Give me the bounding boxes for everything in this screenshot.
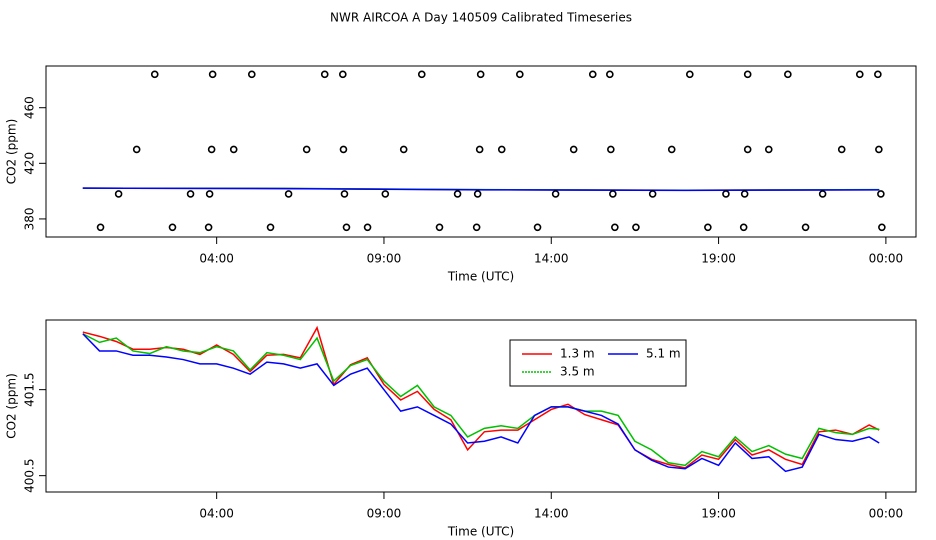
plot-frame [45,65,917,238]
data-point [435,223,444,232]
series-line [82,187,880,192]
data-point [739,223,748,232]
x-tick-label: 14:00 [534,252,569,266]
data-point [801,223,810,232]
data-point [168,223,177,232]
y-tick-label: 400.5 [23,458,37,492]
data-point [320,70,329,79]
y-tick-label: 420 [23,152,37,175]
data-point [302,145,311,154]
y-tick-label: 380 [23,207,37,230]
data-point [205,190,214,198]
y-tick-label: 460 [23,96,37,119]
data-point [743,145,752,154]
series-line [82,325,880,469]
x-tick-label: 00:00 [869,507,904,521]
series-line [82,333,880,467]
data-point [399,145,408,154]
data-point [743,70,752,79]
data-point [204,223,213,232]
data-point [381,190,390,198]
x-tick-label: 04:00 [199,252,234,266]
data-point [208,70,217,79]
data-point [685,70,694,79]
data-point [453,190,462,198]
data-point [96,223,105,232]
x-tick-label: 00:00 [869,252,904,266]
data-point [878,223,886,232]
data-point [611,223,619,232]
data-point [475,145,484,154]
data-point [607,145,615,154]
data-point [114,190,123,198]
data-point [784,70,792,79]
data-point [247,70,256,79]
data-point [551,190,560,198]
data-point [229,145,238,154]
data-point [648,190,657,198]
x-tick-label: 19:00 [701,252,736,266]
x-tick-label: 14:00 [534,507,569,521]
data-point [472,223,481,232]
series-line [82,333,880,473]
data-point [855,70,864,79]
data-point [837,145,846,154]
data-point [473,190,482,198]
legend-label: 1.3 m [560,347,595,361]
data-point [588,70,597,79]
data-point [339,70,347,79]
data-point [609,190,617,198]
data-point [342,223,351,232]
data-point [818,190,827,198]
x-axis-label: Time (UTC) [447,525,514,539]
data-point [516,70,524,79]
data-point [533,223,542,232]
data-point [569,145,578,154]
x-tick-label: 09:00 [367,252,402,266]
legend: 1.3 m 3.5 m 5.1 m [509,339,687,387]
data-point [875,145,883,154]
legend-label: 3.5 m [560,365,595,379]
legend-label: 5.1 m [646,347,681,361]
data-point [740,190,749,198]
data-point [284,190,293,198]
data-point [132,145,141,154]
data-point [340,190,349,198]
data-point [339,145,348,154]
y-axis-label: CO2 (ppm) [5,373,19,439]
data-point [632,223,640,232]
data-point [606,70,614,79]
data-point [266,223,275,232]
x-tick-label: 09:00 [367,507,402,521]
x-axis-label: Time (UTC) [447,270,514,284]
x-tick-label: 04:00 [199,507,234,521]
data-point [150,70,159,79]
data-point [363,223,372,232]
legend-box [509,339,687,387]
chart-title: NWR AIRCOA A Day 140509 Calibrated Times… [330,11,632,25]
x-tick-label: 19:00 [701,507,736,521]
data-point [722,190,730,198]
y-axis-label: CO2 (ppm) [5,119,19,185]
data-point [207,145,216,154]
data-point [667,145,676,154]
data-point [874,70,882,79]
y-tick-label: 401.5 [23,372,37,406]
data-point [186,190,195,198]
data-point [764,145,773,154]
data-point [877,190,885,198]
data-point [497,145,506,154]
plot-frame [45,319,917,493]
data-point [476,70,485,79]
data-point [704,223,712,232]
data-point [417,70,426,79]
